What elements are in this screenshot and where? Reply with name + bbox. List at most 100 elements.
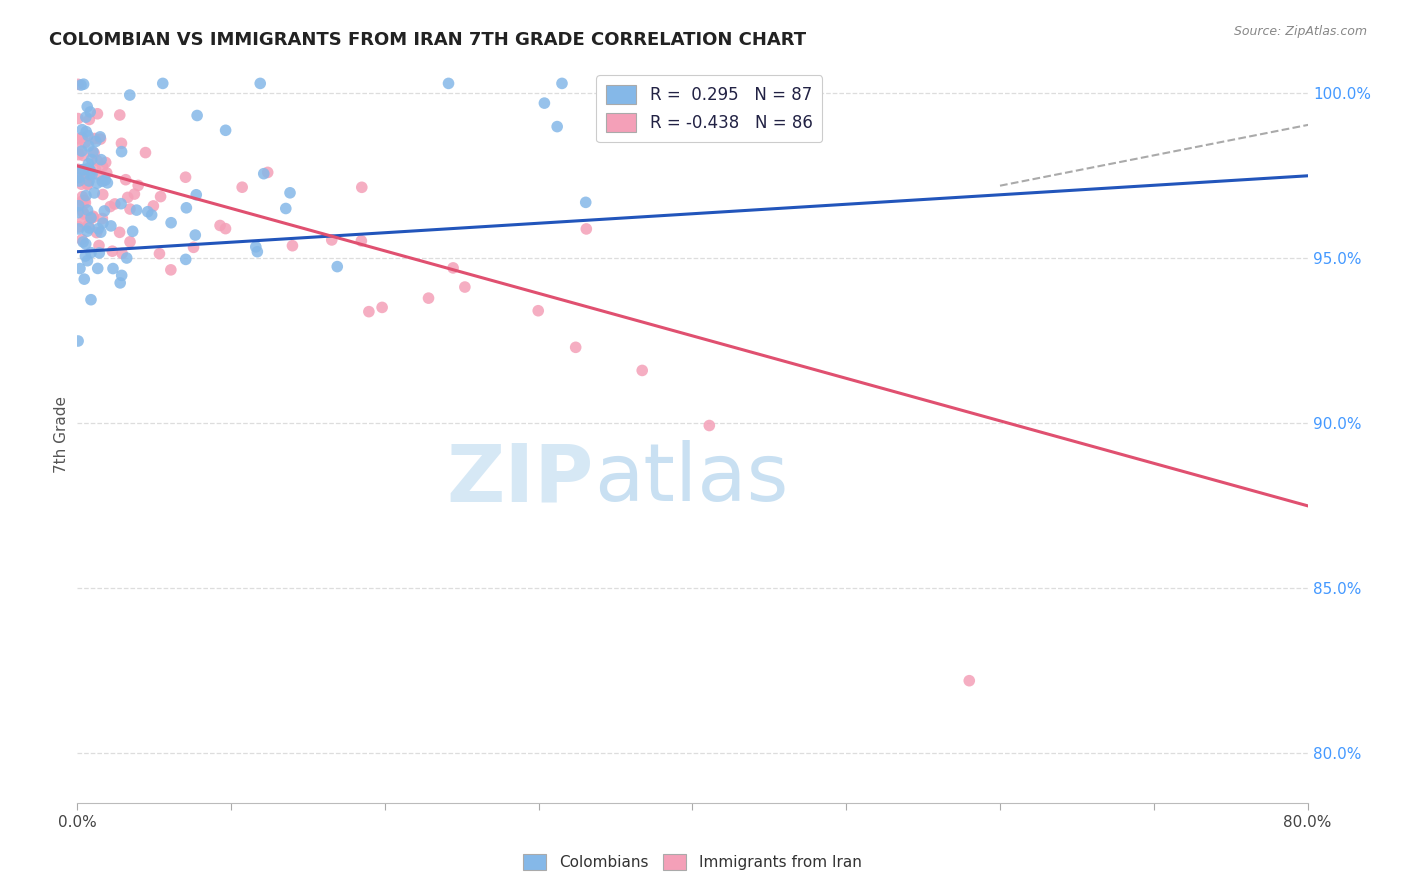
Point xyxy=(70,233,93,247)
Point xyxy=(75,195,97,210)
Point xyxy=(274,202,297,216)
Point xyxy=(114,172,136,186)
Point xyxy=(118,235,141,249)
Point xyxy=(80,293,103,307)
Point xyxy=(80,245,103,260)
Point xyxy=(67,205,90,219)
Point xyxy=(87,238,110,252)
Point xyxy=(77,161,100,176)
Point xyxy=(75,125,97,139)
Point xyxy=(117,190,139,204)
Point xyxy=(70,215,93,229)
Point xyxy=(87,221,110,235)
Point xyxy=(108,225,131,239)
Point xyxy=(82,211,104,225)
Point xyxy=(631,363,654,377)
Point xyxy=(141,208,163,222)
Point xyxy=(70,169,93,183)
Point xyxy=(72,194,94,208)
Point xyxy=(80,168,103,182)
Point xyxy=(957,673,980,688)
Point xyxy=(249,76,271,90)
Text: atlas: atlas xyxy=(595,440,789,518)
Point xyxy=(76,203,98,218)
Point xyxy=(75,249,97,263)
Point xyxy=(98,200,121,214)
Point xyxy=(527,303,550,318)
Point xyxy=(575,195,598,210)
Point xyxy=(186,108,208,122)
Point xyxy=(75,110,97,124)
Point xyxy=(124,187,146,202)
Point xyxy=(82,209,104,223)
Point xyxy=(118,88,141,103)
Point xyxy=(83,186,105,200)
Point xyxy=(70,78,93,92)
Point xyxy=(214,221,236,235)
Point xyxy=(96,166,118,180)
Point xyxy=(90,225,112,239)
Point xyxy=(77,157,100,171)
Point xyxy=(72,204,94,219)
Point xyxy=(91,211,114,226)
Point xyxy=(94,155,117,169)
Point xyxy=(94,173,117,187)
Point xyxy=(84,162,107,177)
Point xyxy=(80,153,103,167)
Point xyxy=(80,211,103,225)
Point xyxy=(91,216,114,230)
Point xyxy=(214,123,236,137)
Point xyxy=(246,244,269,259)
Point xyxy=(174,170,197,185)
Point xyxy=(70,178,93,192)
Point xyxy=(564,340,586,354)
Y-axis label: 7th Grade: 7th Grade xyxy=(53,396,69,474)
Point xyxy=(118,202,141,216)
Text: COLOMBIAN VS IMMIGRANTS FROM IRAN 7TH GRADE CORRELATION CHART: COLOMBIAN VS IMMIGRANTS FROM IRAN 7TH GR… xyxy=(49,31,806,49)
Point xyxy=(672,77,695,91)
Point xyxy=(67,199,90,213)
Point xyxy=(72,77,94,91)
Point xyxy=(75,188,97,202)
Point xyxy=(110,145,132,159)
Point xyxy=(77,174,100,188)
Point xyxy=(115,251,138,265)
Point xyxy=(149,189,172,203)
Point xyxy=(533,96,555,111)
Point xyxy=(89,246,111,260)
Point xyxy=(79,221,101,235)
Point xyxy=(142,199,165,213)
Point xyxy=(134,145,156,160)
Point xyxy=(73,207,96,221)
Point xyxy=(551,76,574,90)
Point xyxy=(231,180,253,194)
Point xyxy=(437,76,460,90)
Point xyxy=(441,260,464,275)
Point xyxy=(73,194,96,208)
Point xyxy=(76,253,98,268)
Point xyxy=(575,222,598,236)
Legend: Colombians, Immigrants from Iran: Colombians, Immigrants from Iran xyxy=(517,848,868,876)
Point xyxy=(79,112,101,127)
Point xyxy=(100,219,122,233)
Point xyxy=(76,177,98,191)
Point xyxy=(350,234,373,248)
Point xyxy=(209,219,232,233)
Point xyxy=(148,246,170,260)
Point xyxy=(96,176,118,190)
Point xyxy=(90,153,112,167)
Point xyxy=(79,163,101,178)
Point xyxy=(256,165,278,179)
Point xyxy=(69,261,91,276)
Text: ZIP: ZIP xyxy=(447,440,595,518)
Point xyxy=(454,280,477,294)
Point xyxy=(77,139,100,153)
Point xyxy=(127,178,149,193)
Point xyxy=(91,160,114,174)
Point xyxy=(357,304,380,318)
Point xyxy=(77,128,100,143)
Point xyxy=(90,132,112,146)
Point xyxy=(278,186,301,200)
Point xyxy=(184,228,207,243)
Point xyxy=(67,140,90,154)
